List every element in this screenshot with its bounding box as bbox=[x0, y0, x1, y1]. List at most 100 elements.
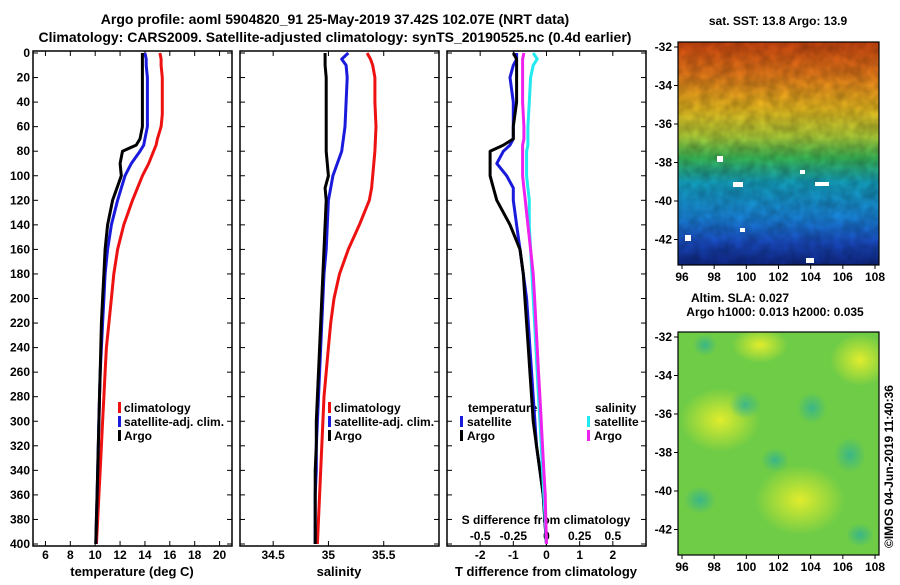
sla-map-title-2: Argo h1000: 0.013 h2000: 0.035 bbox=[686, 305, 864, 319]
series-line-argo bbox=[313, 53, 330, 544]
x-tick-label-top: -0.5 bbox=[470, 529, 491, 543]
map-x-tick-label: 98 bbox=[707, 560, 721, 574]
y-tick-label: 300 bbox=[10, 414, 30, 428]
legend-swatch-climatology bbox=[118, 402, 121, 413]
difference-legend: temperature salinity satellite Argo sate… bbox=[460, 401, 639, 443]
header-line2: Climatology: CARS2009. Satellite-adjuste… bbox=[39, 29, 632, 45]
sla-high-blob bbox=[755, 465, 845, 535]
map-x-tick-label: 106 bbox=[833, 270, 853, 284]
x-tick-label: 1 bbox=[576, 548, 583, 562]
difference-xlabel: T difference from climatology bbox=[455, 564, 638, 579]
map-y-tick-label: -40 bbox=[655, 194, 673, 208]
map-y-tick-label: -34 bbox=[655, 79, 673, 93]
map-x-tick-label: 100 bbox=[736, 560, 756, 574]
y-tick-label: 380 bbox=[10, 512, 30, 526]
sst-texture bbox=[678, 42, 879, 265]
legend-label-argo: Argo bbox=[124, 429, 152, 443]
credit-stamp: ©IMOS 04-Jun-2019 11:40:36 bbox=[882, 385, 896, 548]
y-tick-label: 120 bbox=[10, 193, 30, 207]
x-tick-label: 18 bbox=[188, 548, 202, 562]
y-tick-label: 360 bbox=[10, 488, 30, 502]
y-tick-label: 180 bbox=[10, 267, 30, 281]
x-tick-label: 8 bbox=[67, 548, 74, 562]
legend-label-t-satellite: satellite bbox=[467, 415, 512, 429]
sst-land-patch bbox=[740, 228, 745, 232]
map-x-tick-label: 108 bbox=[865, 270, 885, 284]
sst-land-patch bbox=[806, 258, 814, 263]
y-tick-label: 100 bbox=[10, 169, 30, 183]
legend-title-salinity: salinity bbox=[595, 401, 637, 415]
sla-low-blob bbox=[846, 523, 874, 547]
map-x-tick-label: 98 bbox=[707, 270, 721, 284]
x-tick-label-top: -0.25 bbox=[500, 529, 528, 543]
x-tick-label: 14 bbox=[138, 548, 152, 562]
sst-land-patch bbox=[815, 182, 829, 186]
sst-land-patch bbox=[733, 182, 743, 187]
sla-low-blob bbox=[729, 391, 761, 419]
legend-label-s-argo: Argo bbox=[594, 429, 622, 443]
map-y-tick-label: -38 bbox=[655, 446, 673, 460]
x-tick-label: 20 bbox=[213, 548, 227, 562]
temperature-xlabel: temperature (deg C) bbox=[70, 564, 194, 579]
map-x-tick-label: 102 bbox=[768, 270, 788, 284]
y-tick-label: 220 bbox=[10, 316, 30, 330]
x-tick-label-top: 0.25 bbox=[568, 529, 592, 543]
difference-panel: T difference from climatology S differen… bbox=[446, 50, 647, 579]
sst-map-title: sat. SST: 13.8 Argo: 13.9 bbox=[709, 14, 848, 28]
sla-high-blob bbox=[732, 332, 788, 363]
y-tick-label: 60 bbox=[17, 120, 31, 134]
map-x-tick-label: 104 bbox=[801, 560, 821, 574]
y-tick-label: 340 bbox=[10, 463, 30, 477]
map-y-tick-label: -34 bbox=[655, 369, 673, 383]
x-tick-label: 35 bbox=[322, 548, 336, 562]
map-y-tick-label: -32 bbox=[655, 330, 673, 344]
y-tick-label: 260 bbox=[10, 365, 30, 379]
legend-label-climatology: climatology bbox=[334, 401, 401, 415]
legend-swatch-s-argo bbox=[587, 430, 590, 441]
x-tick-label: 6 bbox=[42, 548, 49, 562]
temperature-panel: temperature (deg C) climatology satellit… bbox=[10, 46, 233, 579]
sst-land-patch bbox=[717, 156, 723, 162]
legend-swatch-s-satellite bbox=[587, 416, 590, 427]
y-tick-label: 140 bbox=[10, 218, 30, 232]
legend-label-argo: Argo bbox=[334, 429, 362, 443]
x-tick-label: -1 bbox=[508, 548, 519, 562]
sla-low-blob bbox=[834, 437, 866, 473]
series-line-s-argo bbox=[521, 52, 548, 545]
legend-swatch-argo bbox=[328, 430, 331, 441]
sst-land-patch bbox=[800, 170, 805, 174]
y-tick-label: 80 bbox=[17, 144, 31, 158]
header-line1: Argo profile: aoml 5904820_91 25-May-201… bbox=[101, 11, 569, 27]
salinity-plot-frame bbox=[239, 50, 440, 547]
legend-swatch-climatology bbox=[328, 402, 331, 413]
temperature-legend: climatology satellite-adj. clim. Argo bbox=[118, 401, 224, 443]
legend-label-climatology: climatology bbox=[124, 401, 191, 415]
series-line-t-argo bbox=[488, 52, 548, 545]
x-tick-label: -2 bbox=[475, 548, 486, 562]
x-tick-label: 2 bbox=[609, 548, 616, 562]
sla-low-blob bbox=[684, 486, 716, 514]
legend-label-t-argo: Argo bbox=[467, 429, 495, 443]
sla-low-blob bbox=[761, 448, 789, 472]
legend-title-temperature: temperature bbox=[468, 401, 538, 415]
map-x-tick-label: 96 bbox=[675, 270, 689, 284]
y-tick-label: 20 bbox=[17, 71, 31, 85]
x-tick-label: 16 bbox=[163, 548, 177, 562]
map-y-tick-label: -40 bbox=[655, 484, 673, 498]
legend-swatch-satellite bbox=[328, 416, 331, 427]
sla-high-blob bbox=[830, 334, 879, 386]
map-x-tick-label: 106 bbox=[833, 560, 853, 574]
temperature-plot-frame bbox=[32, 50, 233, 547]
y-tick-label: 240 bbox=[10, 341, 30, 355]
x-tick-label: 0 bbox=[543, 548, 550, 562]
y-tick-label: 0 bbox=[23, 46, 30, 60]
legend-label-satellite: satellite-adj. clim. bbox=[124, 415, 224, 429]
map-y-tick-label: -42 bbox=[655, 523, 673, 537]
map-x-tick-label: 96 bbox=[675, 560, 689, 574]
sla-low-blob bbox=[693, 334, 717, 356]
map-y-tick-label: -36 bbox=[655, 407, 673, 421]
sla-low-blob bbox=[797, 392, 827, 424]
sst-land-patch bbox=[685, 235, 691, 241]
map-x-tick-label: 100 bbox=[736, 270, 756, 284]
